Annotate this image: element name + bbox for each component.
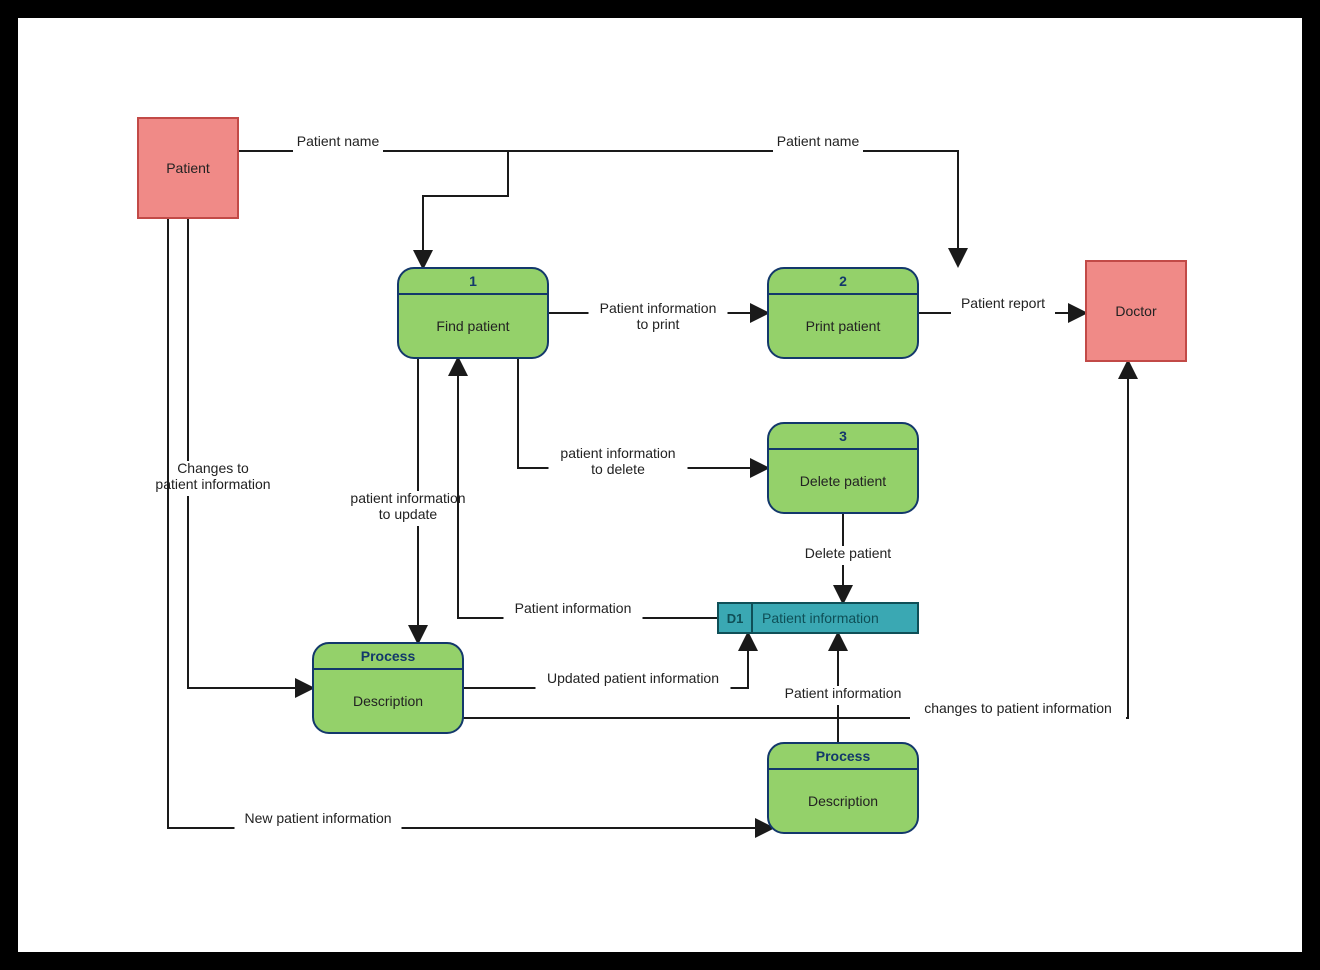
process-label: Delete patient xyxy=(800,473,887,489)
process-num: 3 xyxy=(839,428,847,444)
edge-label: to update xyxy=(379,506,438,522)
edge-e_d1_to_p1 xyxy=(458,358,718,618)
edge-label: to delete xyxy=(591,461,645,477)
process-num: 1 xyxy=(469,273,477,289)
edge-label: patient information xyxy=(560,445,675,461)
edge-e_procA_to_doctor xyxy=(463,361,1128,718)
edge-label: Patient information xyxy=(515,600,632,616)
datastore-id: D1 xyxy=(727,611,744,626)
edge-label: Patient information xyxy=(785,685,902,701)
edge-label: Changes to xyxy=(177,460,249,476)
edge-label: to print xyxy=(637,316,680,332)
edge-label: changes to patient information xyxy=(924,700,1112,716)
process-label: Find patient xyxy=(436,318,509,334)
process-label: Description xyxy=(353,693,423,709)
edge-label: Delete patient xyxy=(805,545,892,561)
process-label: Print patient xyxy=(806,318,881,334)
entity-label: Patient xyxy=(166,160,210,176)
edge-label: patient information xyxy=(155,476,270,492)
edge-label: patient information xyxy=(350,490,465,506)
edge-label: Patient information xyxy=(600,300,717,316)
diagram-frame: Patient namePatient nameChanges topatien… xyxy=(0,0,1320,970)
diagram-svg: Patient namePatient nameChanges topatien… xyxy=(18,18,1302,952)
datastore-label: Patient information xyxy=(762,610,879,626)
edge-label: Updated patient information xyxy=(547,670,719,686)
edge-label: Patient name xyxy=(297,133,380,149)
process-num: 2 xyxy=(839,273,847,289)
diagram-canvas: Patient namePatient nameChanges topatien… xyxy=(18,18,1302,952)
edge-e_changes xyxy=(188,218,313,688)
edge-label: New patient information xyxy=(244,810,391,826)
edge-e_to_p1_down xyxy=(423,163,508,268)
entity-label: Doctor xyxy=(1115,303,1157,319)
process-num: Process xyxy=(361,648,416,664)
edge-label: Patient report xyxy=(961,295,1045,311)
process-label: Description xyxy=(808,793,878,809)
process-num: Process xyxy=(816,748,871,764)
edge-e_patient_name_doctor xyxy=(508,151,958,266)
edge-label: Patient name xyxy=(777,133,860,149)
